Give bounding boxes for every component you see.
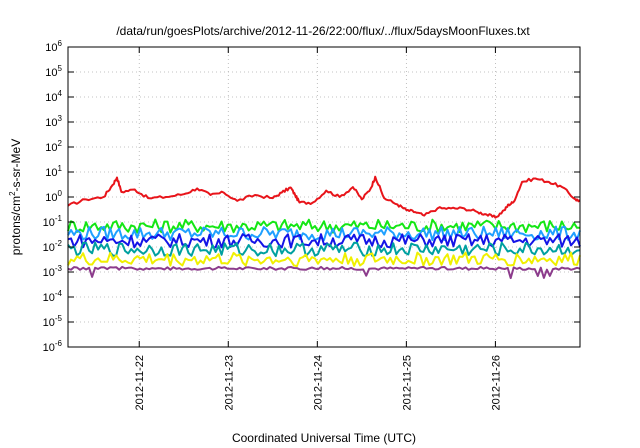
y-tick-label: 105 xyxy=(45,64,62,79)
series-line-1 xyxy=(67,175,581,219)
y-tick-label: 10-6 xyxy=(43,339,63,354)
y-tick-label: 103 xyxy=(45,114,62,129)
series-line-5 xyxy=(67,241,581,258)
y-tick-label: 104 xyxy=(45,89,62,104)
x-tick-label: 2012-11-24 xyxy=(312,355,324,410)
series-layer xyxy=(67,175,581,280)
y-tick-label: 10-5 xyxy=(43,314,63,329)
grid xyxy=(68,47,580,347)
y-axis-label-main: protons/cm xyxy=(9,196,23,255)
y-tick-label: 100 xyxy=(45,189,62,204)
svg-text:protons/cm2-s-sr-MeV: protons/cm2-s-sr-MeV xyxy=(8,139,23,255)
axis-ticks: 10-6 10-5 10-4 10-3 10-2 10-1 100 101 102 103 104 1… xyxy=(43,39,580,410)
series-line-7 xyxy=(67,265,581,280)
y-tick-label: 102 xyxy=(45,139,62,154)
x-axis-label: Coordinated Universal Time (UTC) xyxy=(232,431,416,445)
x-tick-label: 2012-11-23 xyxy=(223,355,235,410)
y-tick-label: 106 xyxy=(45,39,62,54)
y-tick-label: 101 xyxy=(45,164,62,179)
series-line-6 xyxy=(67,251,581,268)
x-tick-label: 2012-11-25 xyxy=(401,355,413,410)
x-tick-label: 2012-11-22 xyxy=(134,355,146,410)
x-tick-label: 2012-11-26 xyxy=(490,355,502,410)
series-line-4 xyxy=(67,233,581,249)
y-tick-label: 10-3 xyxy=(43,264,63,279)
y-axis-label-rest: -s-sr-MeV xyxy=(9,139,23,192)
y-tick-label: 10-1 xyxy=(43,214,63,229)
y-axis-label: protons/cm2-s-sr-MeV xyxy=(8,139,23,255)
y-tick-label: 10-4 xyxy=(43,289,63,304)
y-axis-label-sup: 2 xyxy=(8,191,17,196)
chart-title: /data/run/goesPlots/archive/2012-11-26/2… xyxy=(116,24,530,38)
y-tick-label: 10-2 xyxy=(43,239,63,254)
